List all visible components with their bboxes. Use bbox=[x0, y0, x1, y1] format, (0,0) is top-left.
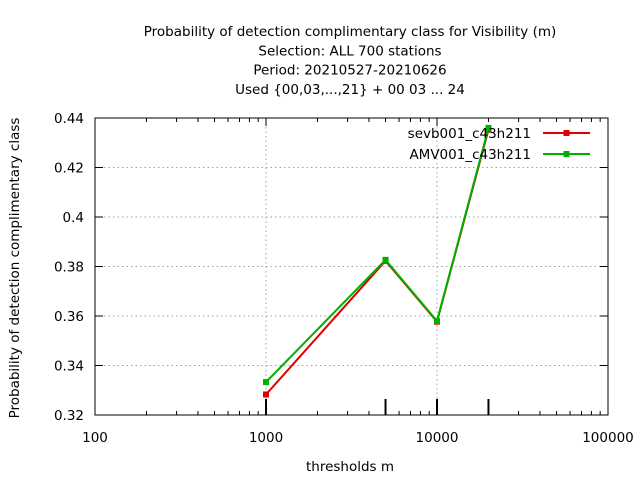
x-tick-label: 100000 bbox=[582, 430, 634, 446]
legend-label-2: AMV001_c43h211 bbox=[409, 147, 531, 163]
series-line-1 bbox=[265, 129, 490, 396]
x-tick-label: 100 bbox=[82, 430, 108, 446]
series-2-point bbox=[434, 317, 440, 324]
series-1-point bbox=[263, 391, 269, 398]
y-tick-label: 0.38 bbox=[54, 260, 84, 276]
y-tick-label: 0.4 bbox=[63, 210, 84, 226]
x-tick-label: 1000 bbox=[249, 430, 283, 446]
plot-border bbox=[94, 117, 609, 416]
x-tick-label: 10000 bbox=[416, 430, 459, 446]
x-axis-label: thresholds m bbox=[306, 459, 394, 475]
y-tick-label: 0.42 bbox=[54, 161, 84, 177]
axes: 0.32 0.34 0.36 0.38 0.4 0.42 0.44 100 1000 10000 1… bbox=[54, 111, 634, 446]
series-group bbox=[263, 124, 492, 398]
title-line-2: Selection: ALL 700 stations bbox=[258, 43, 441, 59]
title-line-1: Probability of detection complimentary c… bbox=[144, 24, 557, 40]
series-2-point bbox=[263, 379, 269, 386]
series-2-point bbox=[485, 124, 492, 131]
series-2-point bbox=[382, 256, 389, 263]
legend-swatch-marker-1 bbox=[563, 130, 570, 136]
chart-title: Probability of detection complimentary c… bbox=[144, 24, 557, 98]
y-tick-label: 0.44 bbox=[54, 111, 84, 127]
legend-swatch-marker-2 bbox=[563, 151, 570, 157]
grid bbox=[95, 118, 608, 415]
y-tick-label: 0.34 bbox=[54, 359, 84, 375]
legend-label-1: sevb001_c43h211 bbox=[408, 126, 531, 142]
y-tick-label: 0.36 bbox=[54, 309, 84, 325]
series-line-2 bbox=[265, 127, 490, 383]
title-line-3: Period: 20210527-20210626 bbox=[253, 63, 446, 79]
y-axis-label: Probability of detection complimentary c… bbox=[7, 118, 23, 419]
y-tick-label: 0.32 bbox=[54, 408, 84, 424]
title-line-4: Used {00,03,...,21} + 00 03 ... 24 bbox=[235, 82, 465, 98]
legend: sevb001_c43h211 AMV001_c43h211 bbox=[408, 126, 590, 163]
